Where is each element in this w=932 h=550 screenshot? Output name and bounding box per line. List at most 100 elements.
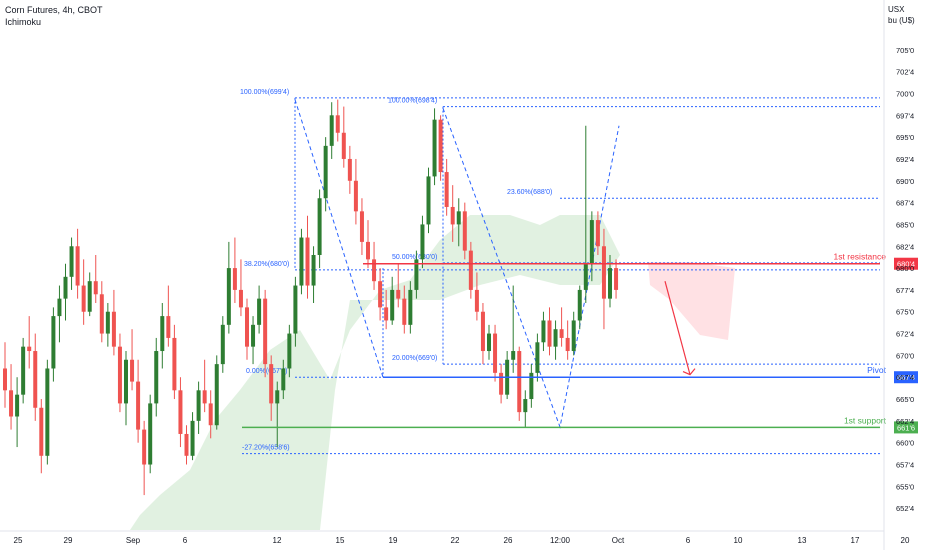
price-tick: 682'4 bbox=[896, 242, 914, 251]
candle-body bbox=[329, 115, 334, 146]
candle-body bbox=[93, 281, 98, 295]
candle-body bbox=[184, 433, 189, 456]
candle-body bbox=[450, 206, 455, 225]
time-tick: Oct bbox=[612, 536, 625, 545]
time-tick: 6 bbox=[686, 536, 691, 545]
candle-body bbox=[27, 346, 32, 352]
candle-body bbox=[499, 372, 504, 395]
candle-body bbox=[311, 254, 316, 286]
fib-label: 23.60%(688'0) bbox=[507, 189, 552, 196]
candle-body bbox=[99, 294, 104, 334]
level-tag bbox=[894, 371, 918, 384]
candle-body bbox=[366, 241, 370, 260]
candle-body bbox=[359, 211, 364, 242]
candle-body bbox=[432, 119, 437, 177]
price-tick: 655'0 bbox=[896, 482, 914, 491]
candle-body bbox=[281, 368, 286, 391]
candle-body bbox=[3, 368, 7, 391]
candle-body bbox=[81, 285, 86, 312]
candle-body bbox=[238, 289, 243, 308]
candle-body bbox=[384, 307, 389, 321]
candle-body bbox=[202, 390, 207, 404]
candle-body bbox=[420, 224, 425, 260]
candle-body bbox=[353, 180, 358, 212]
candle-body bbox=[287, 333, 292, 369]
price-tick: 690'0 bbox=[896, 177, 914, 186]
candle-body bbox=[571, 320, 576, 352]
candle-body bbox=[33, 351, 38, 408]
level-name: Pivot bbox=[867, 365, 887, 375]
candle-body bbox=[601, 246, 606, 299]
fib-label: -27.20%(658'6) bbox=[242, 445, 290, 452]
time-tick: 10 bbox=[734, 536, 743, 545]
time-tick: Sep bbox=[126, 536, 141, 545]
price-tick: 660'0 bbox=[896, 439, 914, 448]
candle-body bbox=[69, 246, 74, 277]
candle-body bbox=[214, 364, 219, 426]
fib-label: 0.00%(667'4) bbox=[246, 368, 287, 375]
candle-body bbox=[535, 342, 540, 373]
candle-body bbox=[335, 115, 340, 133]
candle-body bbox=[251, 324, 256, 347]
price-tick: 692'4 bbox=[896, 155, 914, 164]
candle-body bbox=[269, 364, 274, 404]
price-axis: 652'4 655'0 657'4 660'0 662'4 665'0 667'4 670'0… bbox=[883, 0, 914, 550]
candle-body bbox=[51, 316, 56, 369]
candle-body bbox=[595, 220, 600, 247]
chart-title: Corn Futures, 4h, CBOT bbox=[5, 5, 103, 15]
price-tick: 665'0 bbox=[896, 395, 914, 404]
candle-body bbox=[347, 158, 352, 181]
time-tick: 6 bbox=[183, 536, 188, 545]
candle-body bbox=[396, 289, 401, 299]
candle-body bbox=[105, 311, 110, 334]
candle-body bbox=[154, 351, 159, 404]
candle-body bbox=[372, 259, 377, 282]
candle-body bbox=[553, 329, 558, 347]
level-tag-text: 680'4 bbox=[897, 260, 915, 269]
candle-body bbox=[166, 316, 171, 338]
candle-body bbox=[583, 263, 588, 290]
candle-body bbox=[426, 176, 431, 225]
candle-body bbox=[196, 390, 201, 421]
candle-body bbox=[378, 281, 383, 308]
candle-body bbox=[178, 390, 183, 434]
candle-body bbox=[305, 237, 310, 286]
candle-body bbox=[608, 268, 612, 299]
time-tick: 12:00 bbox=[550, 536, 571, 545]
price-tick: 685'0 bbox=[896, 220, 914, 229]
fib-label: 50.00%(680'0) bbox=[392, 254, 437, 261]
time-tick: 22 bbox=[451, 536, 460, 545]
level-tag-text: 667'4 bbox=[897, 373, 915, 382]
candle-body bbox=[529, 372, 534, 400]
time-tick: 17 bbox=[851, 536, 860, 545]
candle-body bbox=[160, 316, 165, 352]
candle-body bbox=[444, 172, 449, 207]
candle-body bbox=[263, 298, 268, 365]
price-tick: 705'0 bbox=[896, 46, 914, 55]
candle-body bbox=[390, 289, 395, 321]
time-tick: 26 bbox=[504, 536, 513, 545]
candle-body bbox=[317, 198, 322, 255]
candle-body bbox=[257, 298, 262, 325]
candle-body bbox=[456, 211, 461, 225]
time-tick: 13 bbox=[798, 536, 807, 545]
candle-body bbox=[39, 407, 44, 456]
candle-body bbox=[148, 403, 153, 465]
price-unit-sub: bu (U$) bbox=[888, 16, 915, 25]
cloud-bullish bbox=[130, 215, 620, 530]
candle-body bbox=[245, 307, 249, 347]
candle-body bbox=[87, 281, 92, 312]
price-tick: 695'0 bbox=[896, 133, 914, 142]
price-unit: USX bbox=[888, 5, 905, 14]
candle-body bbox=[577, 289, 582, 321]
level-tag bbox=[894, 421, 918, 434]
ichimoku-cloud bbox=[130, 215, 735, 530]
fib-label: 100.00%(698'4) bbox=[388, 98, 437, 105]
fibonacci-levels: 100.00%(699'4) 100.00%(698'4) 23.60%(688'0… bbox=[240, 89, 880, 455]
price-tick: 657'4 bbox=[896, 461, 914, 470]
candle-body bbox=[517, 351, 522, 413]
candle-body bbox=[468, 250, 473, 290]
candle-body bbox=[232, 268, 237, 290]
candle-body bbox=[45, 368, 50, 456]
